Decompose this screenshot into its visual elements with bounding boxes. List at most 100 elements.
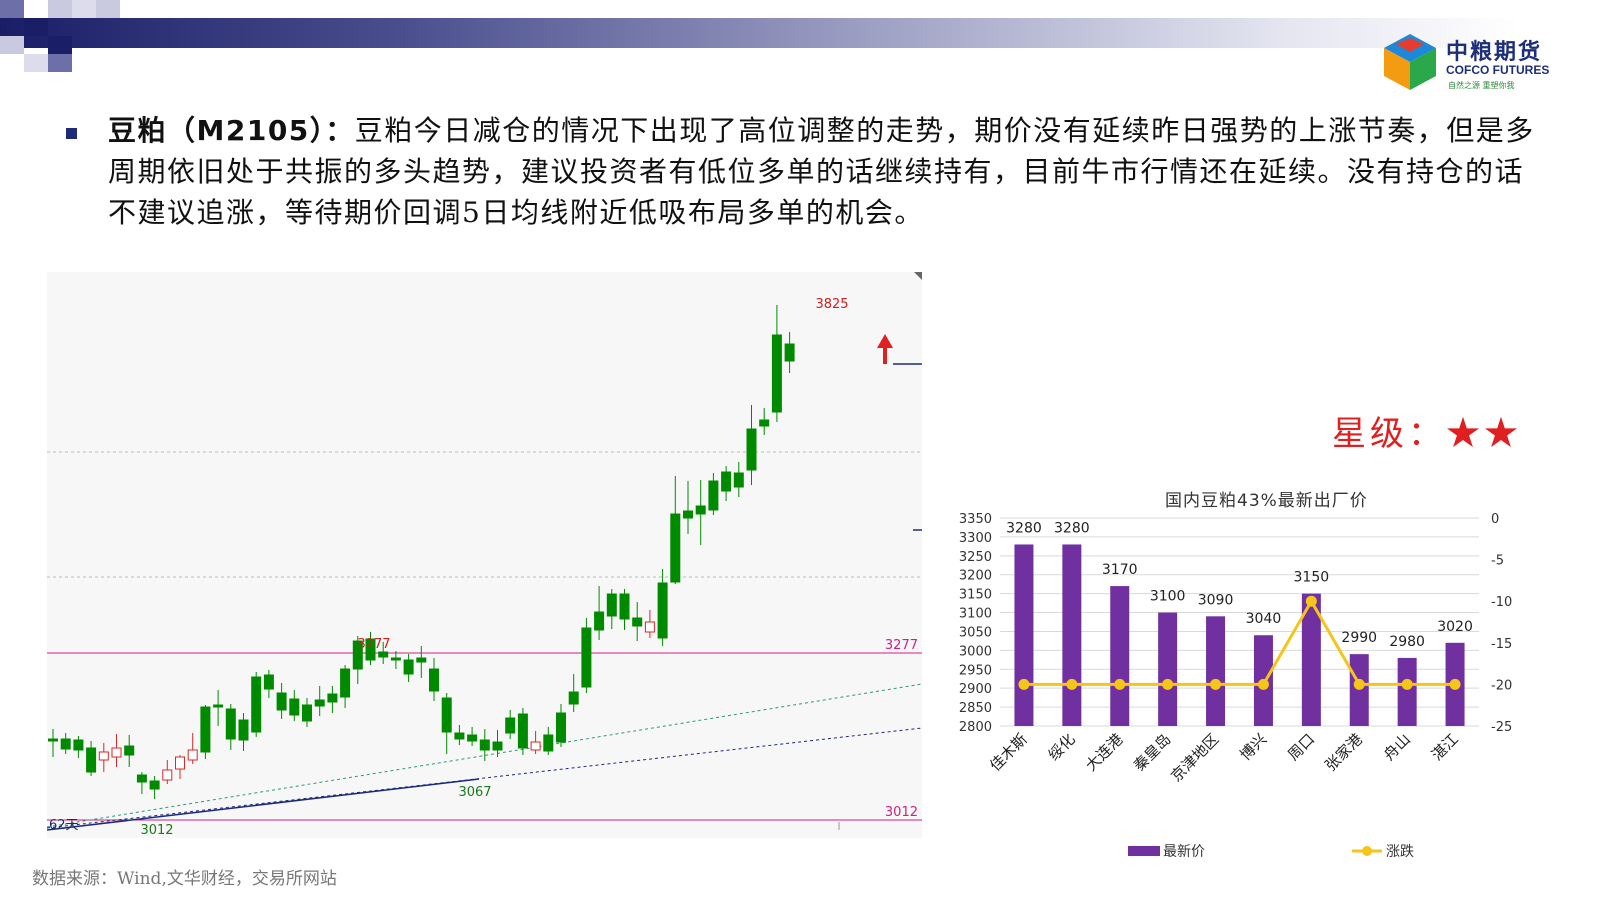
change-point	[1353, 678, 1365, 690]
bar	[1158, 612, 1178, 726]
bar	[1014, 544, 1034, 726]
chart-legend: 最新价 涨跌	[1128, 844, 1414, 860]
candle-body	[124, 745, 135, 756]
left-tick-label: 3350	[959, 512, 992, 527]
candle-body	[683, 510, 693, 519]
candle	[175, 755, 185, 779]
candle	[314, 686, 325, 716]
candle-body	[302, 704, 312, 722]
bar-value-label: 3170	[1102, 562, 1138, 578]
candle-body	[111, 747, 122, 758]
candle	[98, 743, 109, 772]
bar-value-label: 2980	[1389, 634, 1425, 650]
candle-body	[416, 657, 427, 663]
candle-body	[289, 698, 300, 716]
candle	[784, 332, 795, 373]
candle	[340, 665, 351, 708]
left-axis-ticks: 3350 3300 3250 3200 3150 3100 3050 3000 2950 2900…	[959, 512, 992, 735]
candle	[86, 741, 97, 776]
header-square-6	[0, 36, 24, 54]
legend-line-label: 涨跌	[1386, 844, 1414, 860]
bar	[1349, 654, 1369, 726]
candle	[733, 462, 744, 497]
header-square-5	[96, 0, 120, 18]
category-label: 舟山	[1380, 730, 1414, 764]
low-price-label: 3012	[140, 823, 173, 838]
candle-body	[543, 734, 554, 752]
bar-value-label: 3020	[1437, 619, 1473, 635]
candle-body	[187, 749, 198, 761]
candle	[429, 658, 439, 701]
kline-trendline-blue	[46, 727, 923, 829]
bar-value-label: 2990	[1341, 630, 1377, 646]
candle-body	[352, 640, 363, 670]
candle-body	[568, 691, 579, 705]
candle-body	[276, 692, 287, 711]
kline-chart-panel: 3825 3277 3277 3012 3012 3067 62天	[46, 272, 923, 838]
candle	[263, 670, 274, 698]
bar-value-label: 3100	[1150, 589, 1186, 605]
candle-body	[556, 712, 566, 743]
bar-series-latest-price: 3280 3280 3170 3100 3090 3040 3150 2990 2980 3020	[1006, 520, 1473, 726]
bar	[1110, 586, 1130, 726]
candle-body	[746, 428, 757, 471]
left-tick-label: 3000	[959, 644, 992, 659]
change-point	[1257, 678, 1269, 690]
candle	[352, 636, 363, 684]
candle	[60, 733, 71, 754]
candle-body	[721, 471, 732, 492]
candle-body	[136, 774, 147, 783]
bar	[1062, 544, 1082, 726]
left-tick-label: 2900	[959, 682, 992, 697]
legend-bar-swatch	[1128, 846, 1160, 856]
candle	[187, 733, 198, 764]
right-tick-label: -20	[1491, 678, 1512, 693]
candle	[124, 735, 135, 767]
left-tick-label: 2850	[959, 701, 992, 716]
resistance-price-label: 3277	[357, 637, 390, 652]
change-point	[1401, 678, 1413, 690]
candle	[695, 480, 706, 545]
category-label: 湛江	[1428, 730, 1462, 764]
candle-body	[657, 582, 668, 639]
candle-body	[759, 419, 770, 427]
category-label: 大连港	[1082, 730, 1127, 775]
kline-corner-icon	[914, 272, 922, 280]
candle	[556, 704, 566, 747]
candle	[530, 731, 541, 754]
left-tick-label: 3050	[959, 625, 992, 640]
candle-body	[149, 780, 160, 790]
candle-body	[365, 638, 376, 661]
header-square-7	[48, 36, 72, 54]
bar	[1206, 616, 1226, 726]
candle-body	[581, 627, 592, 688]
right-tick-label: -15	[1491, 637, 1512, 652]
candle	[479, 729, 490, 761]
candle-body	[784, 343, 795, 362]
kline-support-line	[46, 778, 480, 831]
candle	[644, 610, 655, 638]
cofco-logo: 中粮期货 COFCO FUTURES 自然之源 重塑你我	[1378, 30, 1588, 100]
candle	[390, 651, 401, 669]
candle-body	[314, 699, 325, 707]
candle-body	[60, 738, 71, 750]
category-label: 京津地区	[1167, 730, 1222, 785]
left-tick-label: 3300	[959, 531, 992, 546]
candle	[543, 727, 554, 755]
commentary-paragraph: 豆粕（M2105）：豆粕今日减仓的情况下出现了高位调整的走势，期价没有延续昨日强…	[108, 110, 1548, 233]
candle-body	[225, 708, 236, 740]
change-point	[1066, 678, 1078, 690]
low-right-label: 3012	[885, 805, 918, 820]
candle	[721, 466, 732, 501]
left-tick-label: 3150	[959, 588, 992, 603]
candle-body	[632, 617, 643, 627]
left-tick-label: 3100	[959, 607, 992, 622]
change-line	[1023, 598, 1456, 686]
candle-body	[594, 611, 605, 631]
candle	[48, 729, 58, 757]
logo-name-cn: 中粮期货	[1446, 40, 1543, 65]
header-band	[0, 18, 1600, 48]
candle	[327, 686, 338, 713]
candle-body	[771, 334, 782, 413]
